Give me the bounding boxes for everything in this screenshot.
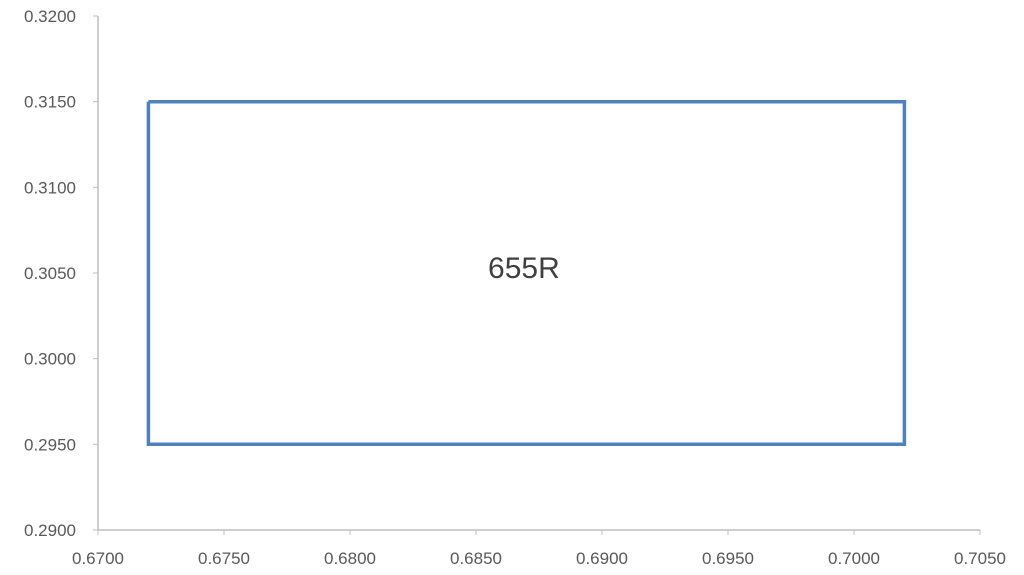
x-tick-label: 0.6950 (702, 549, 754, 568)
annotation-layer: 655R (488, 252, 560, 285)
x-tick-label: 0.7050 (954, 549, 1006, 568)
x-tick-label: 0.6750 (198, 549, 250, 568)
annotation-label: 655R (488, 252, 560, 285)
y-tick-label: 0.2900 (24, 521, 76, 540)
y-tick-label: 0.3000 (24, 350, 76, 369)
y-tick-labels: 0.2900 0.2950 0.3000 0.3050 0.3100 0.3150 0.32… (24, 7, 98, 540)
y-tick-label: 0.3100 (24, 178, 76, 197)
y-tick-label: 0.3200 (24, 7, 76, 26)
x-tick-label: 0.6800 (324, 549, 376, 568)
y-tick-label: 0.3050 (24, 264, 76, 283)
y-tick-label: 0.3150 (24, 93, 76, 112)
x-tick-labels: 0.6700 0.6750 0.6800 0.6850 0.6900 0.6950 0.70… (72, 530, 1006, 568)
x-tick-label: 0.6900 (576, 549, 628, 568)
x-tick-label: 0.6850 (450, 549, 502, 568)
x-tick-label: 0.7000 (828, 549, 880, 568)
series-layer (146, 99, 907, 447)
series-line-0 (146, 99, 907, 447)
x-tick-label: 0.6700 (72, 549, 124, 568)
y-tick-label: 0.2950 (24, 435, 76, 454)
